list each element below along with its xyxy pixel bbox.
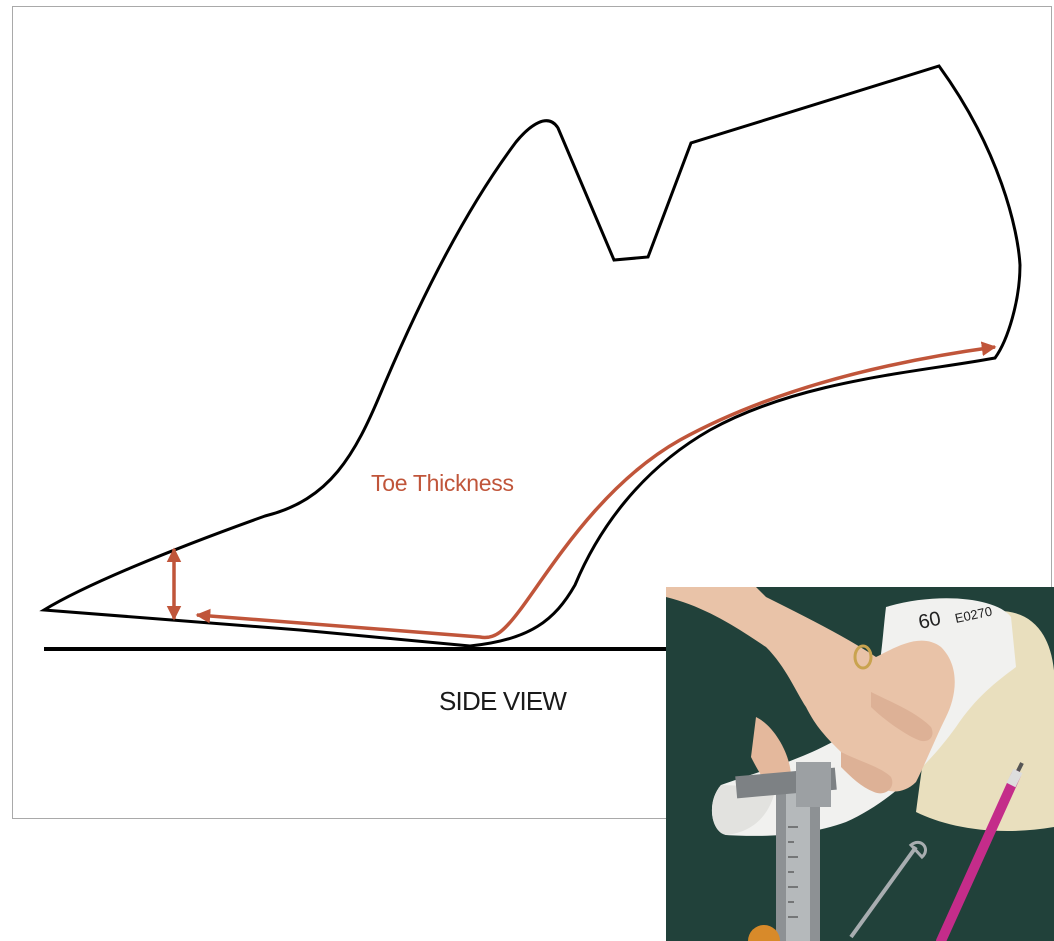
bottom-length-arrow [195, 341, 997, 640]
side-view-label: SIDE VIEW [439, 686, 567, 716]
shoe-outline [39, 64, 1022, 648]
caliper-measurement-photo: 60 E0270 [666, 587, 1054, 941]
photo-illustration: 60 E0270 [666, 587, 1054, 941]
last-size-marking: 60 [916, 608, 942, 634]
toe-thickness-label: Toe Thickness [371, 470, 514, 496]
